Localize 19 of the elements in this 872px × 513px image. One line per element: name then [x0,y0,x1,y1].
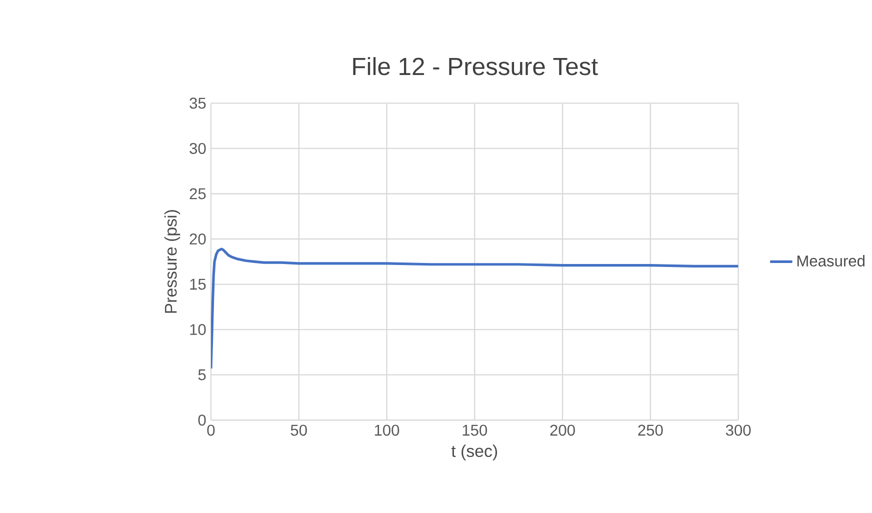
x-tick-label: 200 [550,424,575,436]
chart-title: File 12 - Pressure Test [353,56,598,76]
x-tick-label: 0 [207,424,215,436]
x-tick-label: 100 [374,424,400,436]
x-tick-label: 150 [462,424,488,436]
y-tick-label: 0 [198,414,206,426]
x-tick-label: 300 [726,424,751,436]
x-axis-title: t (sec) [451,444,498,460]
y-tick-label: 15 [190,278,206,290]
y-tick-label: 20 [190,233,206,244]
y-tick-label: 25 [190,188,206,200]
y-axis-title: Pressure (psi) [164,210,180,313]
y-tick-label: 30 [190,142,206,154]
y-tick-label: 10 [190,324,206,335]
x-tick-label: 50 [290,424,307,436]
x-tick-label: 250 [638,424,663,436]
y-tick-label: 5 [198,369,206,380]
y-tick-label: 35 [190,97,206,109]
legend-label: Measured [797,254,864,266]
